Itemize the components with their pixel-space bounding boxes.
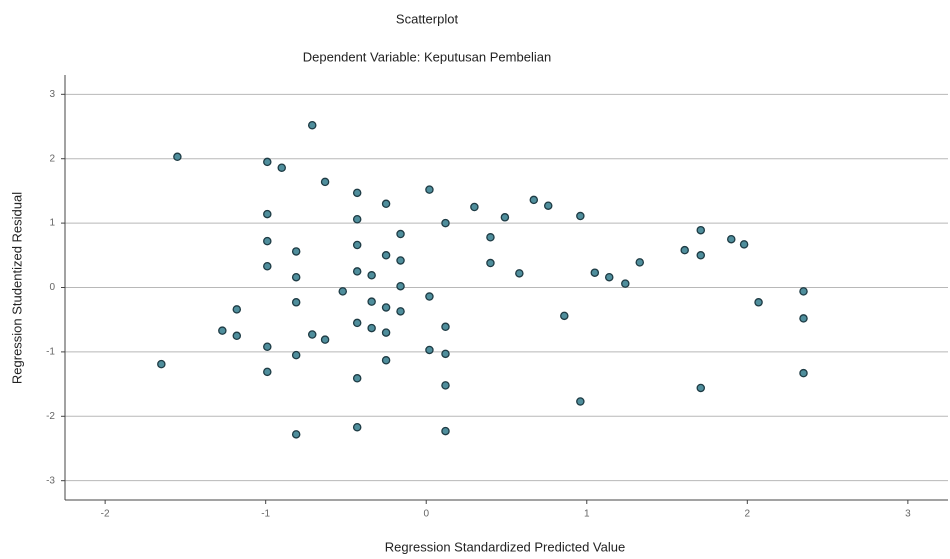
x-tick-label: 3 [905, 509, 911, 520]
x-axis-label: Regression Standardized Predicted Value [385, 539, 625, 554]
point [591, 269, 598, 276]
point [501, 214, 508, 221]
point [339, 288, 346, 295]
background [0, 0, 950, 559]
point [382, 357, 389, 364]
chart: Scatterplot Dependent Variable: Keputusa… [0, 0, 950, 559]
point [174, 153, 181, 160]
x-tick-label: -1 [261, 509, 270, 520]
point [368, 298, 375, 305]
point [321, 336, 328, 343]
point [741, 241, 748, 248]
point [309, 331, 316, 338]
point [309, 122, 316, 129]
x-tick-label: -2 [101, 509, 110, 520]
point [264, 368, 271, 375]
point [368, 272, 375, 279]
point [368, 324, 375, 331]
y-tick-label: -2 [46, 411, 55, 422]
point [264, 158, 271, 165]
point [561, 312, 568, 319]
point [354, 375, 361, 382]
point [354, 189, 361, 196]
chart-subtitle: Dependent Variable: Keputusan Pembelian [303, 49, 551, 64]
x-tick-label: 2 [745, 509, 751, 520]
point [577, 212, 584, 219]
point [487, 259, 494, 266]
point [293, 274, 300, 281]
point [264, 263, 271, 270]
point [442, 220, 449, 227]
point [697, 227, 704, 234]
point [442, 323, 449, 330]
point [397, 283, 404, 290]
point [487, 234, 494, 241]
point [636, 259, 643, 266]
point [219, 327, 226, 334]
point [697, 252, 704, 259]
y-axis-label: Regression Studentized Residual [9, 192, 24, 384]
point [516, 270, 523, 277]
point [442, 382, 449, 389]
point [755, 299, 762, 306]
point [382, 252, 389, 259]
point [264, 238, 271, 245]
y-tick-label: -1 [46, 347, 55, 358]
point [354, 241, 361, 248]
point [354, 216, 361, 223]
y-tick-label: 1 [49, 218, 55, 229]
point [800, 315, 807, 322]
point [442, 427, 449, 434]
point [800, 288, 807, 295]
point [354, 268, 361, 275]
point [382, 200, 389, 207]
point [233, 332, 240, 339]
x-tick-label: 1 [584, 509, 590, 520]
point [382, 304, 389, 311]
point [397, 308, 404, 315]
point [728, 236, 735, 243]
point [426, 186, 433, 193]
point [293, 248, 300, 255]
y-tick-label: 0 [49, 282, 55, 293]
point [264, 210, 271, 217]
point [293, 431, 300, 438]
y-tick-label: -3 [46, 475, 55, 486]
point [622, 280, 629, 287]
point [800, 370, 807, 377]
point [321, 178, 328, 185]
point [382, 329, 389, 336]
point [354, 319, 361, 326]
x-tick-label: 0 [423, 509, 429, 520]
point [577, 398, 584, 405]
point [426, 346, 433, 353]
point [545, 202, 552, 209]
point [354, 424, 361, 431]
point [681, 247, 688, 254]
point [442, 350, 449, 357]
point [293, 352, 300, 359]
point [530, 196, 537, 203]
point [397, 230, 404, 237]
point [697, 384, 704, 391]
point [233, 306, 240, 313]
point [264, 343, 271, 350]
point [471, 203, 478, 210]
point [397, 257, 404, 264]
point [426, 293, 433, 300]
point [293, 299, 300, 306]
chart-title: Scatterplot [396, 11, 459, 26]
y-tick-label: 2 [49, 153, 55, 164]
point [606, 274, 613, 281]
point [278, 164, 285, 171]
y-tick-label: 3 [49, 89, 55, 100]
point [158, 361, 165, 368]
